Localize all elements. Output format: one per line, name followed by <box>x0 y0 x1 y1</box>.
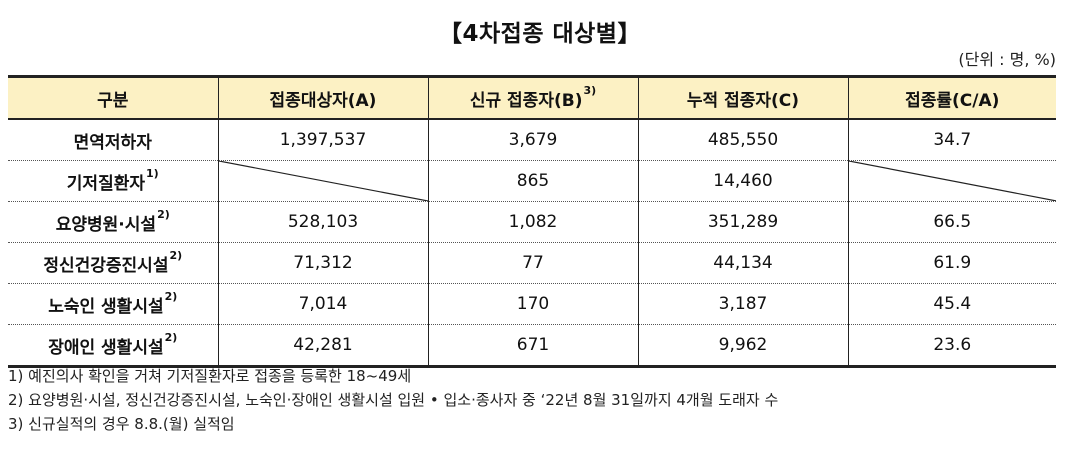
row-label: 면역저하자 <box>8 119 219 161</box>
footnote-marker: 2) <box>169 248 183 262</box>
header-eligible-text: 접종대상자(A) <box>269 90 377 111</box>
footnote-marker: 1) <box>146 166 159 180</box>
header-eligible: 접종대상자(A) <box>217 75 429 120</box>
cell-eligible: 71,312 <box>217 242 429 284</box>
header-category-text: 구분 <box>97 90 129 111</box>
cell-rate: 61.9 <box>847 242 1056 284</box>
cell-eligible: 42,281 <box>217 324 429 368</box>
cell-rate: 23.6 <box>847 324 1056 368</box>
cell-eligible: 7,014 <box>217 283 429 325</box>
table-header-row: 구분 접종대상자(A) 신규 접종자(B)3) 누적 접종자(C) 접종률(C/… <box>8 75 1056 120</box>
cell-new: 3,679 <box>427 119 639 161</box>
table-row: 요양병원·시설2) 528,103 1,082 351,289 66.5 <box>8 201 1056 243</box>
cell-cumulative: 9,962 <box>637 324 849 368</box>
cell-cumulative: 14,460 <box>637 160 849 202</box>
header-new-vaccinated: 신규 접종자(B)3) <box>427 75 639 120</box>
header-new-vaccinated-text: 신규 접종자(B) <box>469 90 583 111</box>
vaccination-table-container: 구분 접종대상자(A) 신규 접종자(B)3) 누적 접종자(C) 접종률(C/… <box>8 75 1056 368</box>
header-rate-text: 접종률(C/A) <box>905 90 1000 111</box>
cell-eligible-empty <box>217 160 429 202</box>
footnote-2: 2) 요양병원·시설, 정신건강증진시설, 노숙인·장애인 생활시설 입원 • … <box>8 391 779 409</box>
row-label-text: 기저질환자 <box>66 173 145 194</box>
table-row: 노숙인 생활시설2) 7,014 170 3,187 45.4 <box>8 283 1056 325</box>
row-label-text: 면역저하자 <box>73 132 152 153</box>
unit-label: (단위 : 명, %) <box>958 50 1056 69</box>
cell-cumulative: 485,550 <box>637 119 849 161</box>
row-label: 기저질환자1) <box>8 160 219 202</box>
diagonal-line <box>848 161 1056 201</box>
diagonal-line <box>218 161 428 201</box>
cell-new: 170 <box>427 283 639 325</box>
cell-cumulative: 351,289 <box>637 201 849 243</box>
header-rate: 접종률(C/A) <box>847 75 1056 120</box>
header-cumulative-text: 누적 접종자(C) <box>686 90 800 111</box>
cell-rate: 66.5 <box>847 201 1056 243</box>
diagonal-slash <box>218 161 428 201</box>
footnote-marker: 2) <box>164 289 178 303</box>
cell-cumulative: 44,134 <box>637 242 849 284</box>
footnote-3: 3) 신규실적의 경우 8.8.(월) 실적임 <box>8 415 235 433</box>
row-label-text: 정신건강증진시설 <box>43 255 169 276</box>
cell-new: 865 <box>427 160 639 202</box>
cell-new: 77 <box>427 242 639 284</box>
cell-eligible: 1,397,537 <box>217 119 429 161</box>
cell-eligible: 528,103 <box>217 201 429 243</box>
cell-new: 671 <box>427 324 639 368</box>
header-cumulative: 누적 접종자(C) <box>637 75 849 120</box>
row-label-text: 노숙인 생활시설 <box>48 296 164 317</box>
vaccination-table: 구분 접종대상자(A) 신규 접종자(B)3) 누적 접종자(C) 접종률(C/… <box>8 75 1056 368</box>
cell-rate: 45.4 <box>847 283 1056 325</box>
table-row: 장애인 생활시설2) 42,281 671 9,962 23.6 <box>8 324 1056 368</box>
page-title: 【4차접종 대상별】 <box>439 21 641 47</box>
footnote-marker: 3) <box>583 83 597 97</box>
table-row: 정신건강증진시설2) 71,312 77 44,134 61.9 <box>8 242 1056 284</box>
diagonal-slash <box>848 161 1056 201</box>
table-row: 면역저하자 1,397,537 3,679 485,550 34.7 <box>8 119 1056 161</box>
header-category: 구분 <box>8 75 219 120</box>
row-label-text: 장애인 생활시설 <box>48 337 164 358</box>
cell-new: 1,082 <box>427 201 639 243</box>
cell-rate: 34.7 <box>847 119 1056 161</box>
cell-cumulative: 3,187 <box>637 283 849 325</box>
footnote-marker: 2) <box>157 207 170 221</box>
footnotes: 1) 예진의사 확인을 거쳐 기저질환자로 접종을 등록한 18~49세 2) … <box>8 364 778 436</box>
table-row: 기저질환자1) 865 14,460 <box>8 160 1056 202</box>
row-label: 장애인 생활시설2) <box>8 324 219 368</box>
row-label: 노숙인 생활시설2) <box>8 283 219 325</box>
row-label: 정신건강증진시설2) <box>8 242 219 284</box>
row-label-text: 요양병원·시설 <box>55 214 157 235</box>
row-label: 요양병원·시설2) <box>8 201 219 243</box>
cell-rate-empty <box>847 160 1056 202</box>
footnote-1: 1) 예진의사 확인을 거쳐 기저질환자로 접종을 등록한 18~49세 <box>8 367 412 385</box>
footnote-marker: 2) <box>164 330 178 344</box>
